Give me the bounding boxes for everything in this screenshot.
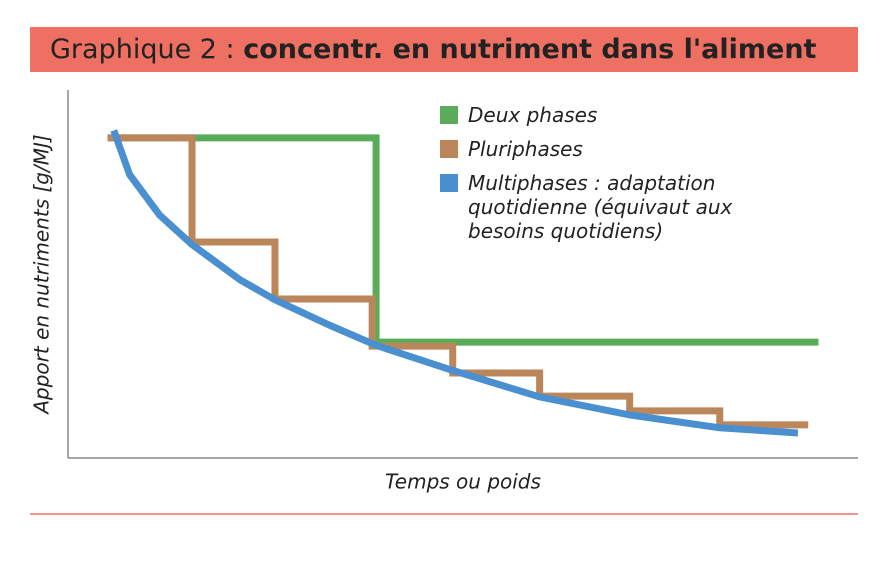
title-prefix: Graphique 2 : — [50, 34, 235, 65]
legend-entry: Pluriphases — [440, 137, 740, 161]
legend-label: Pluriphases — [468, 137, 583, 161]
legend-label: Multiphases : adaptation quotidienne (éq… — [468, 171, 733, 243]
title-bar: Graphique 2 : concentr. en nutriment dan… — [30, 27, 858, 72]
plot-area — [107, 129, 819, 437]
legend: Deux phases Pluriphases Multiphases : adap… — [440, 103, 740, 253]
title: concentr. en nutriment dans l'aliment — [243, 34, 817, 65]
x-axis-label: Temps ou poids — [385, 470, 541, 494]
series-line — [107, 134, 809, 429]
series-line — [107, 134, 819, 346]
series-line — [110, 129, 799, 437]
y-axis-label: Apport en nutriments [g/MJ] — [30, 134, 54, 415]
legend-entry: Multiphases : adaptation quotidienne (éq… — [440, 171, 740, 243]
legend-swatch — [440, 140, 458, 158]
legend-swatch — [440, 174, 458, 192]
legend-label: Deux phases — [468, 103, 598, 127]
legend-swatch — [440, 106, 458, 124]
legend-entry: Deux phases — [440, 103, 740, 127]
